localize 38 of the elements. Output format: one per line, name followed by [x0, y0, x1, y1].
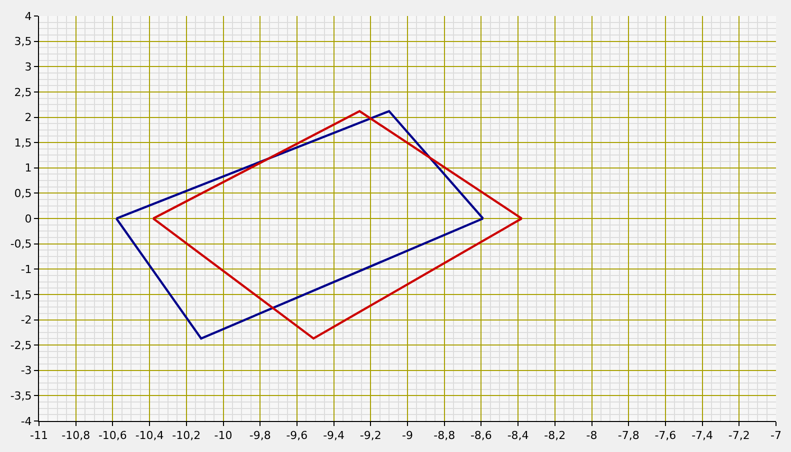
y-tick-label: 0	[24, 212, 32, 226]
x-tick-label: -10	[214, 429, 232, 442]
x-tick-label: -9,6	[286, 429, 308, 442]
x-tick-label: -7,2	[728, 429, 750, 442]
x-tick-label: -7,4	[692, 429, 714, 442]
x-tick-label: -8,6	[470, 429, 492, 442]
x-tick-label: -10,4	[135, 429, 164, 442]
y-tick-label: 2,5	[14, 86, 32, 99]
y-tick-label: 1	[24, 162, 32, 175]
x-tick-label: -8	[586, 429, 598, 442]
y-tick-label: -3	[20, 364, 32, 378]
y-tick-label: -1,5	[10, 288, 32, 302]
x-tick-label: -10,8	[62, 429, 90, 442]
y-tick-label: -3,5	[10, 390, 32, 403]
x-tick-label: -11	[30, 429, 48, 442]
y-tick-label: -2	[20, 314, 32, 327]
x-tick-label: -8,4	[507, 429, 529, 442]
y-tick-label: 3	[24, 60, 32, 74]
x-tick-label: -9,8	[249, 429, 271, 442]
y-tick-label: -1	[20, 262, 32, 276]
y-tick-label: -0,5	[10, 238, 32, 251]
x-tick-label: -7,6	[654, 429, 676, 442]
x-tick-label: -8,8	[434, 429, 456, 442]
x-tick-label: -9	[402, 429, 413, 442]
y-tick-label: 1,5	[14, 136, 32, 150]
y-tick-label: -2,5	[10, 338, 32, 352]
y-tick-label: 4	[24, 10, 32, 23]
x-tick-label: -10,6	[98, 429, 127, 442]
x-tick-label: -7	[770, 429, 782, 442]
y-tick-label: 0,5	[14, 187, 32, 200]
x-tick-label: -9,4	[323, 429, 345, 442]
x-tick-label: -8,2	[544, 429, 566, 442]
x-tick-label: -10,2	[172, 429, 201, 442]
y-tick-label: -4	[20, 414, 32, 428]
y-tick-label: 3,5	[14, 35, 32, 48]
y-tick-label: 2	[24, 111, 32, 124]
x-tick-label: -9,2	[360, 429, 382, 442]
x-tick-label: -7,8	[618, 429, 640, 442]
